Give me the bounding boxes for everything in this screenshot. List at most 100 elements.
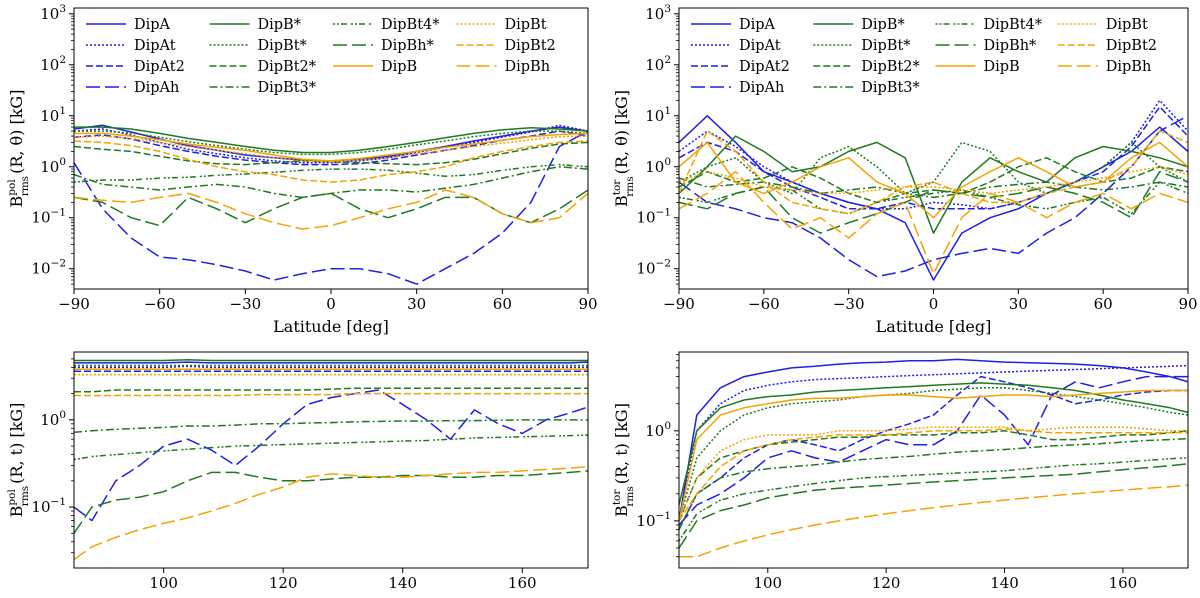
series-line-dipbt2-star — [74, 387, 588, 393]
x-axis-label: Latitude [deg] — [273, 317, 389, 336]
plot-area — [74, 358, 588, 561]
series-line-dipbt4-star — [74, 163, 588, 183]
y-tick-label: 100 — [645, 156, 671, 176]
legend-label: DipAt2 — [134, 59, 185, 75]
series-line-dipb-star — [679, 382, 1188, 506]
series-line-dipa — [74, 124, 588, 162]
x-axis-label: Latitude [deg] — [876, 317, 992, 336]
y-tick-exp: 0 — [59, 156, 66, 168]
axes-frame — [678, 351, 1189, 569]
y-label-main: B — [612, 195, 631, 207]
legend-label: DipBh — [1106, 59, 1152, 75]
legend-label: DipBt — [1106, 17, 1148, 33]
x-tick-label: 60 — [493, 295, 512, 313]
legend-label: DipBt3* — [258, 80, 317, 96]
y-tick-label: 10−1 — [636, 207, 671, 227]
series-line-dipbh-star — [74, 470, 588, 534]
y-tick-label: 103 — [40, 3, 66, 23]
y-tick-base: 10 — [40, 5, 59, 23]
series-line-dipbt2 — [679, 130, 1188, 215]
y-label-main: B — [7, 506, 26, 518]
legend-label: DipBt2* — [258, 59, 317, 75]
series-line-dipbt2-star — [74, 141, 588, 166]
x-tick-label: 120 — [872, 574, 901, 592]
x-tick-label: 0 — [326, 295, 336, 313]
y-tick-exp: −2 — [51, 258, 66, 270]
y-tick-base: 10 — [31, 498, 50, 516]
y-tick-base: 10 — [40, 56, 59, 74]
series-line-dipbt3-star — [74, 419, 588, 434]
series-line-dipbh — [74, 465, 588, 561]
x-tick-label: 0 — [929, 295, 939, 313]
x-tick-label: −90 — [58, 295, 90, 313]
series-line-dipbt — [74, 135, 588, 163]
y-tick-exp: −2 — [656, 258, 671, 270]
panel-tr: −90 −60 −30 0 30 60 9010−210−1100101102103Lati… — [611, 3, 1198, 336]
y-tick-exp: −1 — [51, 207, 66, 219]
legend-label: DipAt — [134, 38, 176, 54]
y-tick-base: 10 — [645, 107, 664, 125]
legend-label: DipBt2 — [1106, 38, 1157, 54]
series-line-dipbt-star — [679, 387, 1188, 522]
legend: DipA DipAt DipAt2 DipAh DipB* DipBt* DipBt2* Di… — [691, 17, 1157, 96]
y-tick-base: 10 — [31, 260, 50, 278]
x-tick-label: −90 — [663, 295, 695, 313]
legend: DipA DipAt DipAt2 DipAh DipB* DipBt* DipBt2* Di… — [86, 17, 556, 96]
series-line-dipb-star — [74, 358, 588, 362]
x-axis-label: time [years] — [282, 596, 380, 598]
legend-label: DipB — [381, 59, 417, 75]
series-line-dipat — [74, 124, 588, 164]
series-line-dipbt2 — [74, 140, 588, 183]
series-line-dipb-star — [679, 135, 1188, 234]
legend-label: DipA — [134, 17, 171, 33]
x-tick-label: 160 — [1109, 574, 1138, 592]
y-tick-base: 10 — [40, 107, 59, 125]
x-tick-label: 30 — [1009, 295, 1028, 313]
x-tick-label: 90 — [578, 295, 597, 313]
legend-label: DipBt3* — [861, 80, 920, 96]
x-tick-label: 160 — [508, 574, 537, 592]
series-line-dipat — [679, 99, 1188, 210]
plot-area — [679, 358, 1188, 558]
y-tick-base: 10 — [636, 512, 655, 530]
legend-label: DipBt2 — [505, 38, 556, 54]
panel-tl: −90 −60 −30 0 30 60 9010−210−1100101102103Lati… — [6, 3, 598, 336]
y-tick-base: 10 — [40, 411, 59, 429]
y-tick-label: 10−1 — [31, 496, 66, 516]
y-label-sub: rms — [19, 176, 31, 196]
x-tick-label: 60 — [1094, 295, 1113, 313]
series-line-dipah — [74, 389, 588, 522]
y-tick-base: 10 — [636, 260, 655, 278]
y-axis-label: Bpolrms (R, θ) [kG] — [6, 90, 31, 208]
y-label-sub: rms — [624, 176, 636, 196]
y-label-sup: tor — [611, 489, 623, 506]
series-line-dipat2 — [679, 106, 1188, 210]
y-tick-label: 10−1 — [636, 510, 671, 530]
series-line-dipb-star — [74, 126, 588, 154]
legend-label: DipBh — [505, 59, 551, 75]
legend-label: DipBh* — [381, 38, 435, 54]
y-tick-exp: 2 — [664, 54, 671, 66]
y-tick-exp: −1 — [656, 510, 671, 522]
legend-label: DipBt2* — [861, 59, 920, 75]
y-label-sup: pol — [6, 179, 18, 196]
y-tick-label: 10−2 — [636, 258, 671, 278]
x-tick-label: 100 — [149, 574, 178, 592]
y-label-rest: (R, θ) [kG] — [7, 90, 26, 174]
x-axis-label: time [years] — [885, 596, 983, 598]
legend-label: DipAh — [134, 80, 179, 96]
y-label-rest: (R, t) [kG] — [7, 403, 26, 484]
x-tick-label: 120 — [269, 574, 298, 592]
series-line-dipat2 — [679, 375, 1188, 530]
x-tick-label: −30 — [833, 295, 865, 313]
series-line-dipbt2 — [74, 392, 588, 397]
legend-label: DipBt4* — [984, 17, 1043, 33]
series-line-dipbt4-star — [679, 457, 1188, 542]
y-label-rest: (R, t) [kG] — [612, 403, 631, 484]
y-tick-exp: 2 — [59, 54, 66, 66]
y-tick-exp: 0 — [664, 420, 671, 432]
y-tick-base: 10 — [636, 209, 655, 227]
x-tick-label: −30 — [230, 295, 262, 313]
